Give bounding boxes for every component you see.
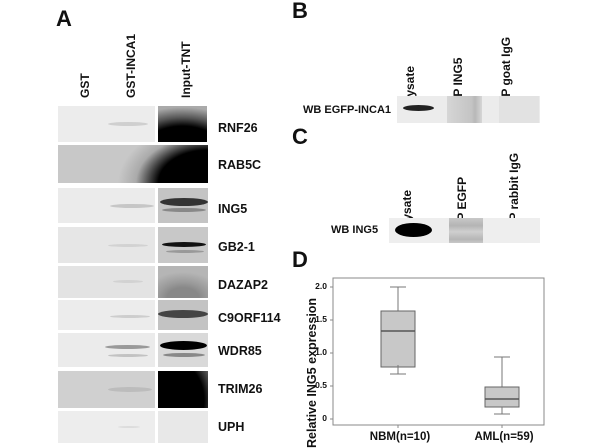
box-aml (484, 356, 520, 415)
wb-label-b: WB EGFP-INCA1 (303, 104, 391, 116)
y-tick-0: 0 (322, 413, 327, 423)
blot-gb2-1-pulldown (58, 227, 155, 263)
row-label-rab5c: RAB5C (218, 158, 262, 172)
blot-trim26-pulldown (58, 371, 155, 408)
blot-trim26-input (158, 371, 208, 408)
row-label-rnf26: RNF26 (218, 121, 258, 135)
blot-panel-b (397, 96, 540, 123)
panel-c-letter: C (292, 124, 308, 149)
row-label-c9orf114: C9ORF114 (218, 311, 281, 325)
row-label-gb2-1: GB2-1 (218, 240, 255, 254)
blot-c9orf114-input (158, 300, 208, 330)
blot-uph-input (158, 411, 208, 443)
blot-panel-c (389, 218, 540, 243)
y-tick-1-5: 1.5 (315, 314, 327, 324)
panel-d-letter: D (292, 247, 308, 272)
row-label-dazap2: DAZAP2 (218, 278, 269, 292)
y-tick-0-5: 0.5 (315, 380, 327, 390)
panel-a-letter: A (56, 6, 72, 31)
row-label-uph: UPH (218, 420, 245, 434)
wb-label-c: WB ING5 (331, 224, 379, 236)
panel-b-letter: B (292, 0, 308, 23)
y-tick-2-0: 2.0 (315, 281, 327, 291)
blot-rab5c (58, 145, 208, 183)
row-label-trim26: TRIM26 (218, 382, 263, 396)
blot-uph-pulldown (58, 411, 155, 443)
blot-rnf26-pulldown (58, 106, 155, 142)
blot-wdr85-pulldown (58, 333, 155, 367)
row-label-ing5: ING5 (218, 202, 248, 216)
blot-gb2-1-input (158, 227, 208, 263)
plot-frame (332, 277, 545, 426)
x-category-nbm: NBM(n=10) (369, 431, 431, 443)
blot-ing5-pulldown (58, 188, 155, 223)
box-nbm (380, 286, 416, 375)
x-category-aml: AML(n=59) (474, 431, 534, 443)
blot-dazap2-pulldown (58, 266, 155, 298)
y-tick-1-0: 1.0 (315, 347, 327, 357)
blot-dazap2-input (158, 266, 208, 298)
blot-c9orf114-pulldown (58, 300, 155, 330)
row-label-wdr85: WDR85 (218, 344, 262, 358)
blot-ing5-input (158, 188, 208, 223)
blot-rnf26-input (158, 106, 207, 142)
blot-wdr85-input (158, 333, 208, 367)
